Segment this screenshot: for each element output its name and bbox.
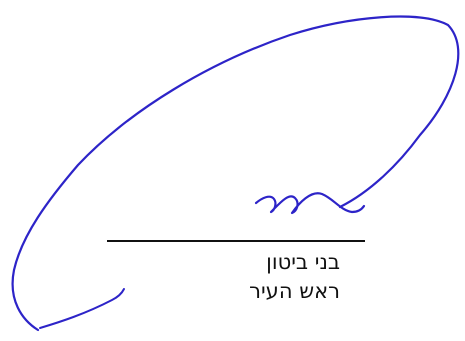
signer-name: בני ביטון: [266, 250, 340, 274]
signature-tail-stroke: [39, 288, 125, 329]
signer-title: ראש העיר: [249, 279, 340, 303]
signature-line: [107, 240, 365, 242]
signature-wave-stroke: [254, 192, 366, 215]
signature-loop-stroke: [11, 15, 460, 332]
signer-block: בני ביטון ראש העיר: [230, 248, 340, 306]
